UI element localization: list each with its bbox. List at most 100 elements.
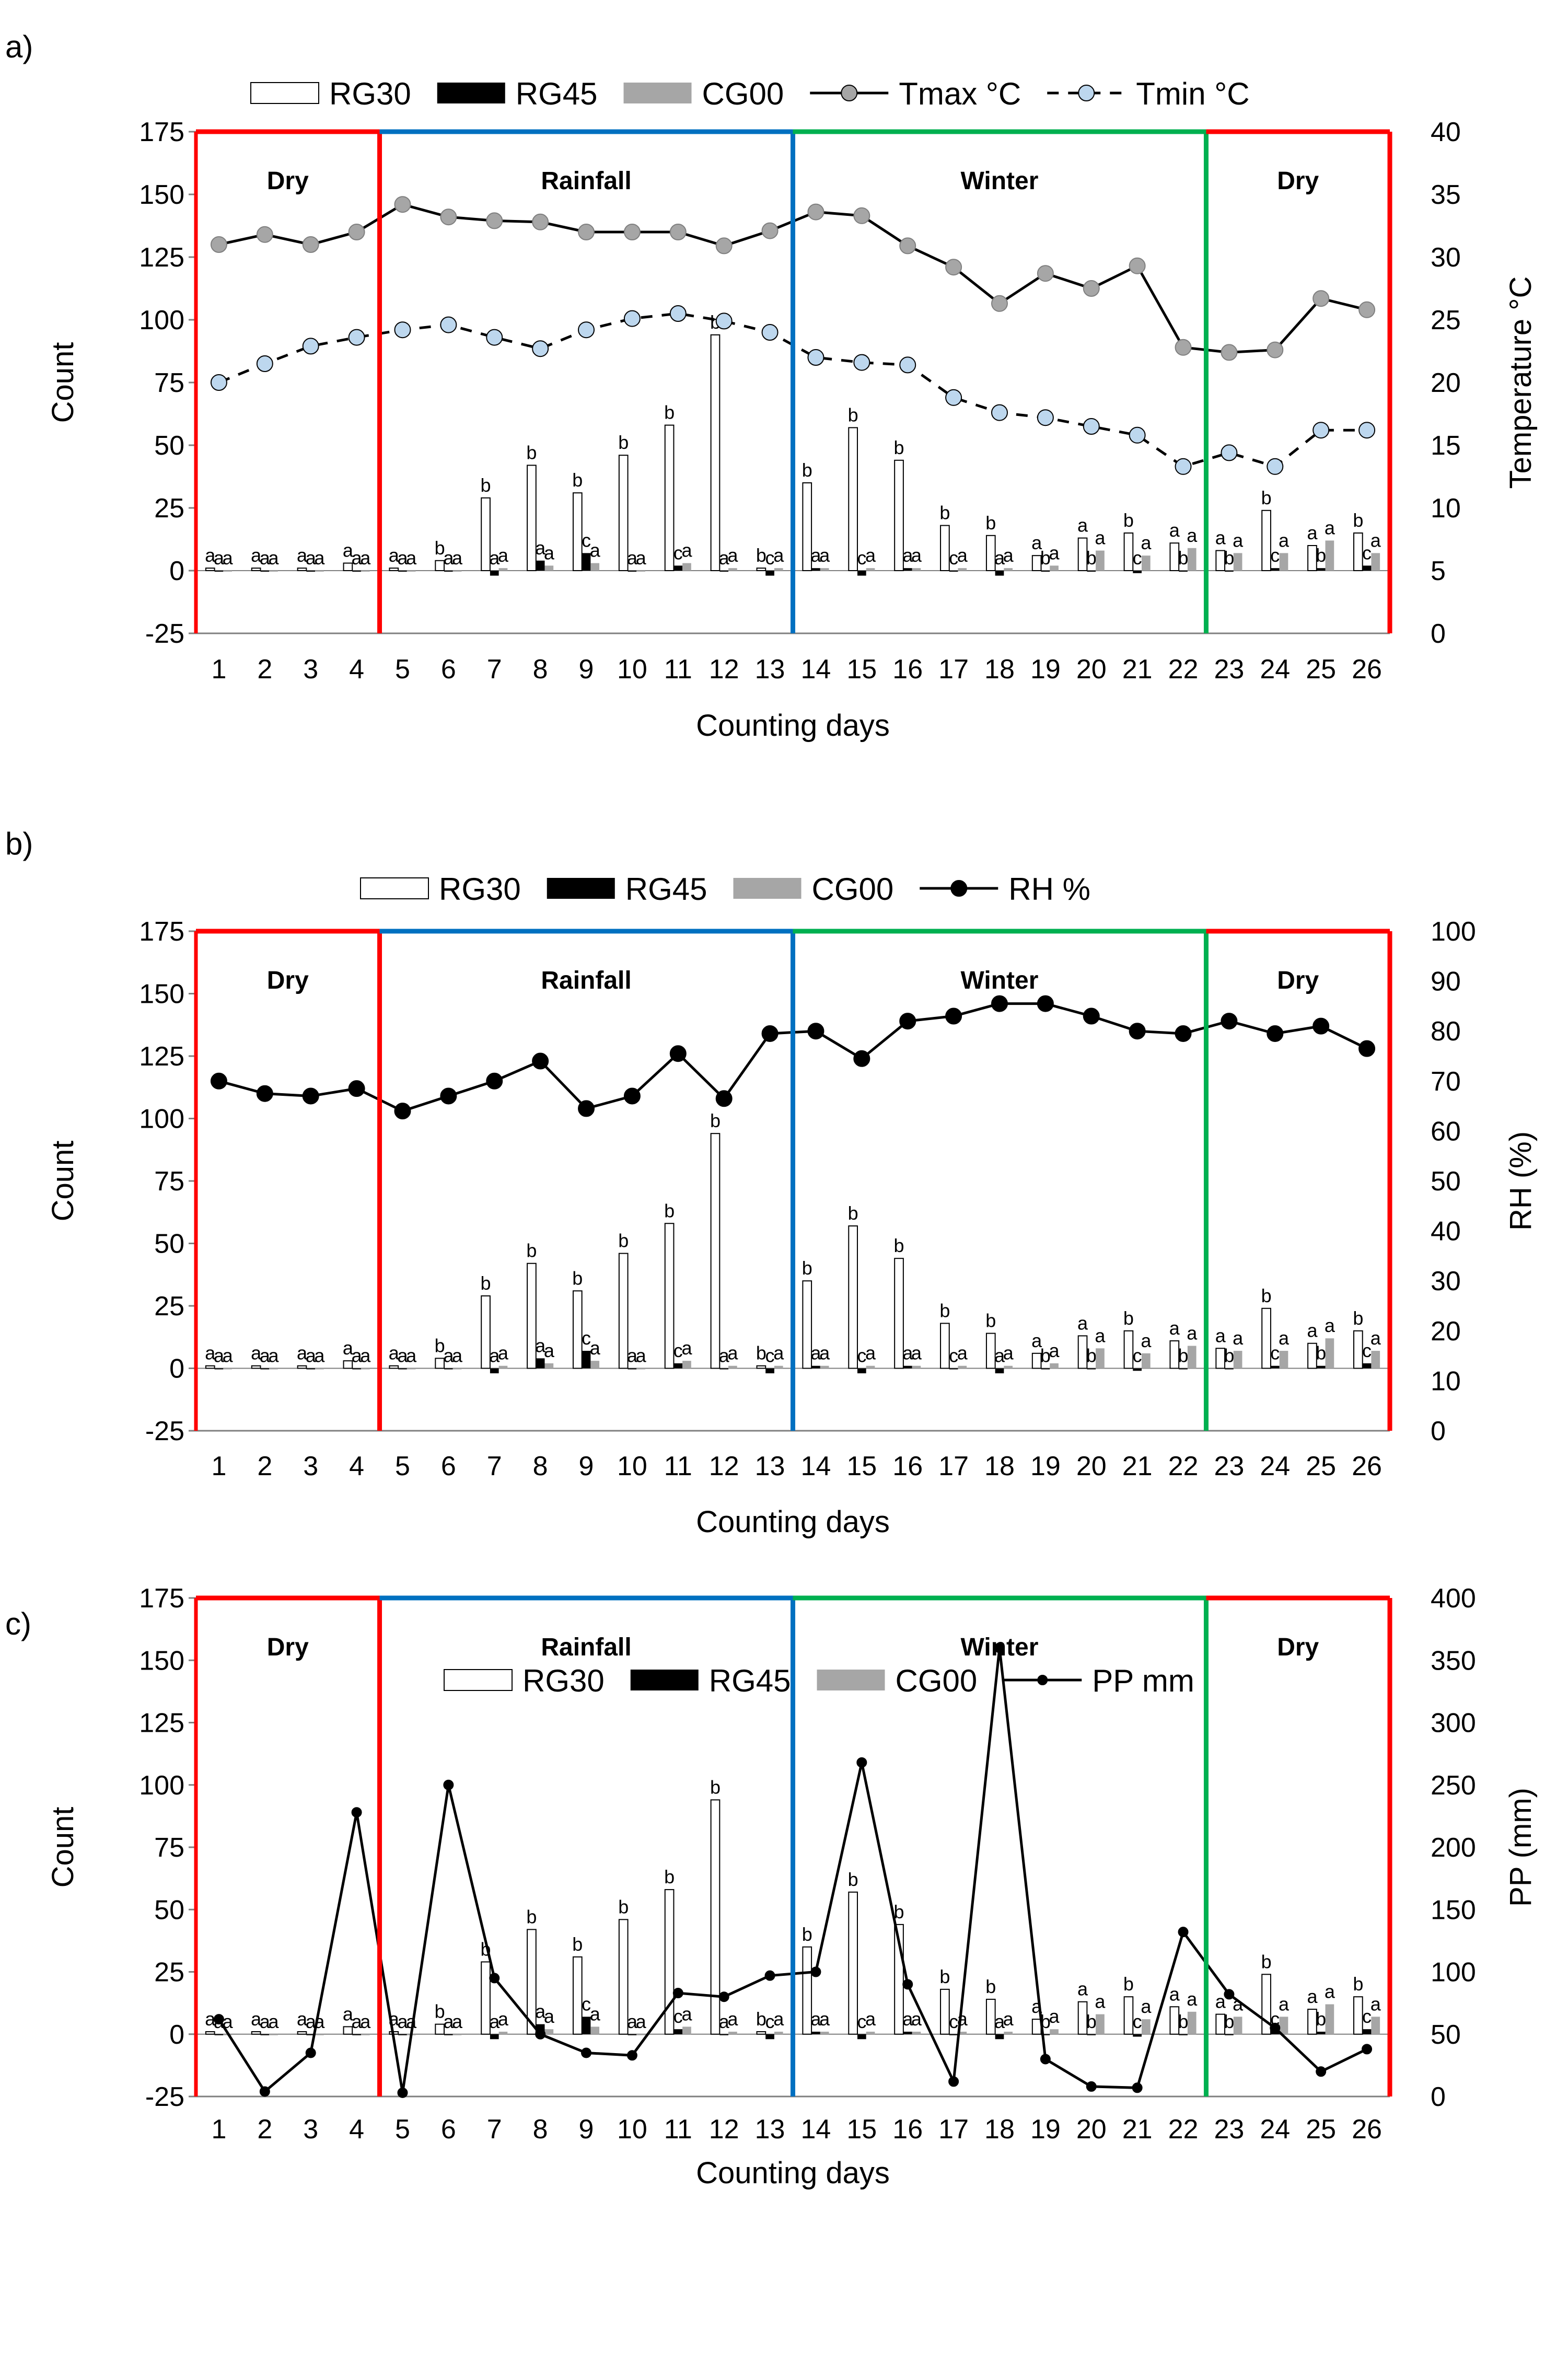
bar-rg30-day-3 (297, 2031, 307, 2035)
bar-cg00-day-22 (1187, 2011, 1197, 2034)
sig-letter: c (1270, 1342, 1280, 1364)
bar-cg00-day-9 (590, 1361, 600, 1369)
season-label: Dry (267, 167, 309, 195)
legend-swatch-cg00 (623, 83, 692, 103)
bar-cg00-day-23 (1233, 1351, 1242, 1369)
bar-rg45-day-14 (811, 2031, 820, 2034)
legend-label: RG30 (522, 1663, 605, 1698)
bar-rg45-day-22 (1179, 2034, 1188, 2035)
bar-rg30-day-1 (205, 1365, 215, 1369)
point-pp-day-9 (581, 2047, 592, 2058)
sig-letter: a (306, 1345, 317, 1366)
x-tick-label: 15 (846, 1451, 877, 1481)
x-tick-label: 22 (1168, 654, 1199, 685)
sig-letter: a (994, 547, 1005, 569)
bar-rg30-day-22 (1169, 1340, 1180, 1369)
point-tmax-day-19 (1037, 265, 1054, 282)
sig-letter: a (1187, 525, 1198, 546)
legend: RG30 RG45 CG00 RH % (360, 872, 1090, 907)
point-tmax-day-6 (440, 209, 457, 226)
x-tick-label: 7 (487, 1451, 502, 1481)
bar-rg45-day-14 (811, 568, 820, 571)
bar-rg45-day-12 (719, 571, 729, 572)
x-tick-label: 13 (755, 1451, 785, 1481)
x-tick-label: 18 (984, 1451, 1015, 1481)
sig-letter: b (526, 442, 537, 463)
sig-letter: a (819, 545, 830, 566)
bar-cg00-day-24 (1279, 2017, 1288, 2034)
x-tick-label: 2 (257, 1451, 272, 1481)
bar-rg30-day-15 (848, 427, 858, 572)
sig-letter: a (681, 2003, 692, 2024)
bar-rg30-day-11 (664, 1889, 675, 2035)
bar-rg45-day-26 (1362, 2029, 1372, 2034)
chart-panel-3: c)-2502550751001251501750501001502002503… (5, 1583, 1538, 2190)
sig-letter: b (1224, 547, 1234, 569)
sig-letter: b (939, 1966, 950, 1987)
bar-cg00-day-12 (728, 2031, 737, 2034)
bar-rg45-day-19 (1041, 2034, 1050, 2035)
x-tick-label: 18 (984, 2114, 1015, 2145)
bar-cg00-day-26 (1371, 2017, 1380, 2034)
sig-letter: a (627, 547, 638, 569)
bar-rg45-day-20 (1087, 2034, 1096, 2035)
bar-cg00-day-8 (544, 1363, 554, 1369)
bar-cg00-day-17 (958, 1365, 967, 1369)
bar-rg45-day-26 (1362, 1363, 1372, 1369)
y-tick-label: 0 (169, 556, 184, 586)
x-tick-label: 19 (1030, 1451, 1061, 1481)
y-tick-label: -25 (145, 2082, 184, 2112)
bar-rg30-day-5 (389, 1365, 399, 1369)
sig-letter: a (498, 545, 509, 566)
sig-letter: b (939, 1300, 950, 1321)
bar-rg45-day-10 (628, 2034, 637, 2035)
sig-letter: b (572, 469, 583, 491)
bar-rg30-day-1 (205, 567, 215, 571)
y-tick-label: 175 (139, 1583, 184, 1614)
bar-cg00-day-15 (866, 2031, 875, 2034)
x-tick-label: 1 (211, 654, 226, 685)
bar-rg30-day-12 (710, 334, 721, 571)
sig-letter: a (865, 545, 876, 566)
legend-label: CG00 (896, 1663, 978, 1698)
sig-letter: a (627, 2011, 638, 2032)
y-axis-title: Count (46, 1807, 80, 1888)
point-rh-day-16 (899, 1013, 916, 1030)
x-tick-label: 11 (664, 654, 692, 685)
bar-rg30-day-4 (343, 562, 353, 571)
sig-letter: b (1316, 1342, 1326, 1364)
sig-letter: b (756, 2008, 766, 2030)
point-rh-day-11 (669, 1045, 687, 1062)
x-tick-label: 11 (664, 1451, 692, 1481)
bar-cg00-day-25 (1325, 2004, 1334, 2034)
point-rh-day-14 (807, 1023, 824, 1040)
point-pp-day-6 (443, 1779, 454, 1790)
bar-rg45-day-10 (628, 1368, 637, 1370)
bar-cg00-day-1 (223, 571, 232, 572)
point-tmin-day-19 (1037, 409, 1054, 426)
point-tmax-day-7 (486, 212, 503, 229)
sig-letter: c (765, 547, 775, 569)
point-rh-day-13 (761, 1025, 779, 1042)
x-tick-label: 20 (1076, 654, 1107, 685)
point-tmin-day-14 (807, 349, 824, 366)
x-tick-label: 25 (1306, 1451, 1336, 1481)
y2-tick-label: 35 (1431, 180, 1461, 210)
panel-label: a) (5, 29, 33, 64)
bar-rg30-day-7 (481, 1295, 491, 1369)
bar-rg30-day-25 (1307, 545, 1317, 571)
y-tick-label: 75 (154, 1166, 184, 1197)
bar-rg30-day-8 (527, 1262, 537, 1369)
bar-cg00-day-20 (1096, 2014, 1105, 2034)
sig-letter: a (489, 2011, 500, 2032)
point-tmin-day-8 (532, 340, 549, 357)
sig-letter: a (810, 2008, 821, 2030)
sig-letter: b (1123, 1307, 1134, 1329)
x-tick-label: 9 (579, 2114, 594, 2145)
point-rh-day-10 (623, 1087, 641, 1105)
legend-label: PP mm (1092, 1663, 1194, 1698)
y-tick-label: 25 (154, 493, 184, 524)
bar-cg00-day-8 (544, 565, 554, 571)
bar-rg30-day-9 (572, 492, 583, 572)
legend-swatch-rg45 (547, 878, 615, 899)
